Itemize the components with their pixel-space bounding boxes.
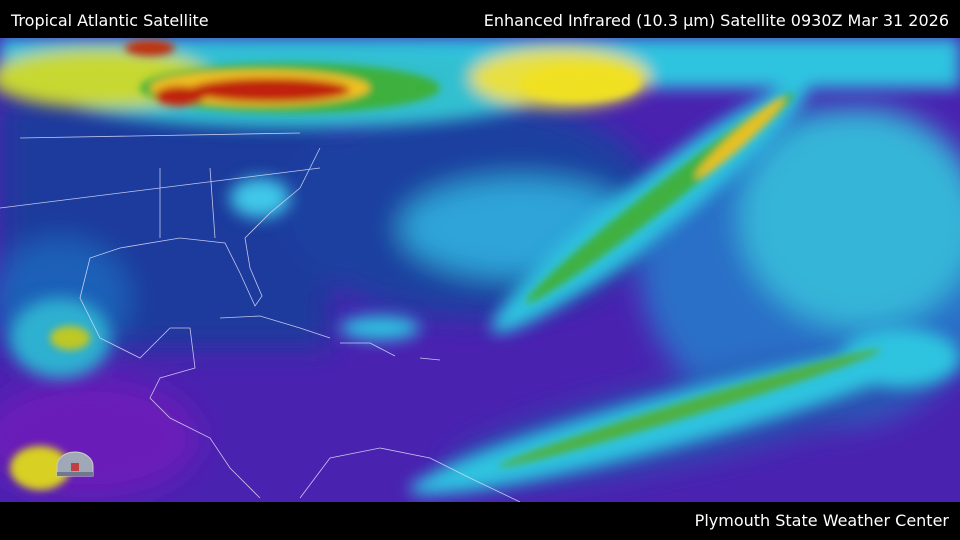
footer-bar: Plymouth State Weather Center [0, 502, 960, 540]
cloud-layer-high [10, 40, 882, 490]
psu-weather-center-logo [56, 451, 94, 477]
coastlines-borders [0, 132, 521, 502]
header-bar: Tropical Atlantic Satellite Enhanced Inf… [0, 0, 960, 38]
satellite-map[interactable] [0, 38, 960, 502]
page-title: Tropical Atlantic Satellite [11, 11, 209, 30]
credit-label: Plymouth State Weather Center [694, 511, 949, 530]
product-label: Enhanced Infrared (10.3 µm) Satellite 09… [483, 11, 949, 30]
